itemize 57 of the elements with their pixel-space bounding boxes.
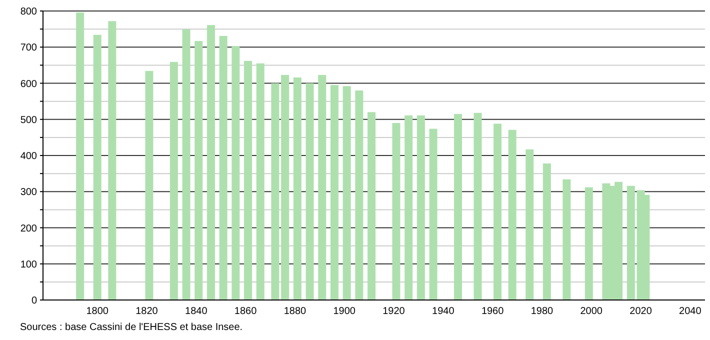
source-note: Sources : base Cassini de l'EHESS et base Insee. <box>20 322 243 333</box>
bar <box>584 187 593 300</box>
bar <box>244 60 252 300</box>
x-tick-label: 1980 <box>530 306 554 317</box>
bar <box>508 130 516 300</box>
x-tick-label: 1900 <box>333 306 356 317</box>
bar <box>416 115 425 300</box>
bar <box>76 12 84 300</box>
bar <box>318 74 326 300</box>
bar <box>330 85 338 300</box>
x-tick-label: 1940 <box>432 306 455 317</box>
bar <box>93 34 102 300</box>
x-tick-label: 1820 <box>136 306 158 317</box>
bar <box>355 90 364 300</box>
bar <box>194 40 203 300</box>
bar <box>542 163 551 300</box>
y-tick-label: 400 <box>20 151 38 162</box>
x-tick-label: 1860 <box>234 306 258 317</box>
bar <box>342 86 351 300</box>
x-tick-label: 1840 <box>185 306 208 317</box>
bar <box>232 46 240 300</box>
bar <box>526 149 534 300</box>
x-tick-label: 2040 <box>679 306 702 317</box>
bar <box>108 21 116 300</box>
x-tick-label: 1880 <box>284 306 307 317</box>
bar <box>429 128 438 300</box>
y-tick-label: 600 <box>20 78 38 90</box>
y-tick-label: 700 <box>20 42 38 54</box>
x-tick-label: 2000 <box>580 306 603 317</box>
y-tick-label: 200 <box>20 223 38 234</box>
bar <box>281 74 290 300</box>
bar <box>206 25 215 300</box>
bar <box>626 186 635 300</box>
x-tick-label: 1800 <box>86 306 109 317</box>
x-tick-label: 2020 <box>630 306 652 317</box>
bar <box>494 124 502 300</box>
bar <box>219 36 228 300</box>
bar <box>182 29 190 300</box>
bar <box>271 83 280 300</box>
bar <box>145 70 154 300</box>
y-tick-label: 800 <box>20 6 38 18</box>
x-tick-label: 1960 <box>481 306 504 317</box>
bar <box>392 122 400 300</box>
y-tick-label: 500 <box>20 114 38 126</box>
x-tick-label: 1920 <box>382 306 406 317</box>
bar <box>562 179 571 300</box>
y-tick-label: 0 <box>31 296 38 306</box>
bar <box>306 83 314 300</box>
y-tick-label: 300 <box>20 187 38 198</box>
bar <box>256 63 264 300</box>
bar <box>293 77 302 300</box>
bar <box>404 115 413 300</box>
bar <box>454 114 462 300</box>
y-tick-label: 100 <box>20 259 38 270</box>
bar <box>170 62 178 300</box>
bar <box>474 112 482 300</box>
bar <box>368 112 376 300</box>
